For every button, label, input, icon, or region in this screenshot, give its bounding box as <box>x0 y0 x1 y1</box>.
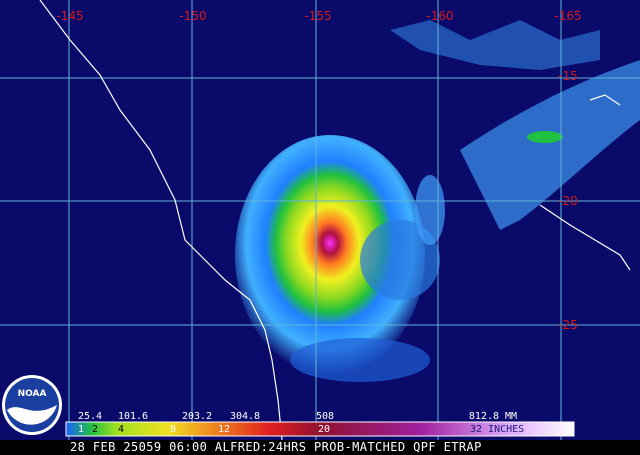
rain-band <box>360 220 440 300</box>
latitude-label: -15 <box>558 69 578 83</box>
inch-label: 4 <box>118 424 124 435</box>
rain-band <box>415 175 445 245</box>
coastline <box>539 204 631 271</box>
color-bar <box>65 421 575 437</box>
rain-band <box>290 338 430 382</box>
mm-label: 812.8 MM <box>469 411 517 422</box>
longitude-label: -155 <box>304 9 331 23</box>
logo-text: NOAA <box>18 389 47 399</box>
rain-band <box>390 20 600 70</box>
rain-band <box>460 60 640 230</box>
graticule <box>0 0 640 440</box>
inch-label: 32 INCHES <box>470 424 524 435</box>
inch-label: 12 <box>218 424 230 435</box>
longitude-label: -150 <box>179 9 206 23</box>
rain-field <box>235 135 425 375</box>
latitude-label: -25 <box>558 318 578 332</box>
longitude-label: -160 <box>426 9 453 23</box>
mm-label: 101.6 <box>118 411 148 422</box>
coastline <box>39 0 283 441</box>
noaa-logo: NOAA <box>2 375 62 435</box>
rain-core <box>527 131 563 143</box>
mm-label: 304.8 <box>230 411 260 422</box>
latitude-label: -20 <box>558 194 578 208</box>
mm-label: 508 <box>316 411 334 422</box>
mm-label: 203.2 <box>182 411 212 422</box>
inch-label: 8 <box>170 424 176 435</box>
mm-label: 25.4 <box>78 411 102 422</box>
longitude-label: -145 <box>56 9 83 23</box>
longitude-label: -165 <box>554 9 581 23</box>
inch-label: 20 <box>318 424 330 435</box>
inch-label: 2 <box>92 424 98 435</box>
coastline <box>589 94 621 106</box>
footer: 28 FEB 25059 06:00 ALFRED:24HRS PROB-MAT… <box>70 440 482 454</box>
legend: 25.4 101.6 203.2 304.8 508 812.8 MM 1 2 … <box>65 411 575 437</box>
inch-label: 1 <box>78 424 84 435</box>
